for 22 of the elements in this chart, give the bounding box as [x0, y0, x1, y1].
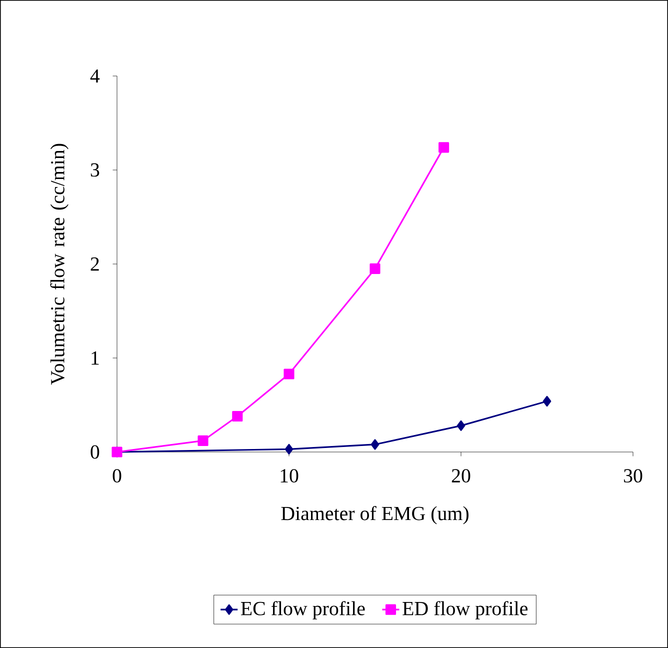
- y-tick-label: 0: [90, 445, 100, 459]
- x-tick-label: 30: [624, 469, 642, 483]
- x-axis-title: Diameter of EMG (um): [281, 506, 468, 524]
- point: [284, 368, 294, 380]
- y-tick-label: 4: [90, 69, 100, 83]
- point: [370, 263, 380, 274]
- point: [542, 396, 552, 407]
- y-axis-title: Volumetric flow rate (cc/min): [50, 144, 68, 385]
- x-tick-label: 0: [112, 469, 122, 483]
- point: [438, 142, 450, 153]
- point: [232, 410, 243, 422]
- y-tick-label: 2: [90, 257, 99, 271]
- point: [284, 444, 294, 454]
- legend-label: EC flow profile: [240, 601, 365, 620]
- point: [456, 420, 466, 431]
- x-tick-label: 10: [280, 469, 298, 483]
- point: [370, 439, 380, 450]
- y-tick-label: 3: [90, 163, 100, 177]
- point: [198, 435, 208, 446]
- legend-label: ED flow profile: [402, 601, 528, 620]
- x-tick-label: 20: [452, 469, 470, 483]
- y-tick-label: 1: [92, 351, 99, 365]
